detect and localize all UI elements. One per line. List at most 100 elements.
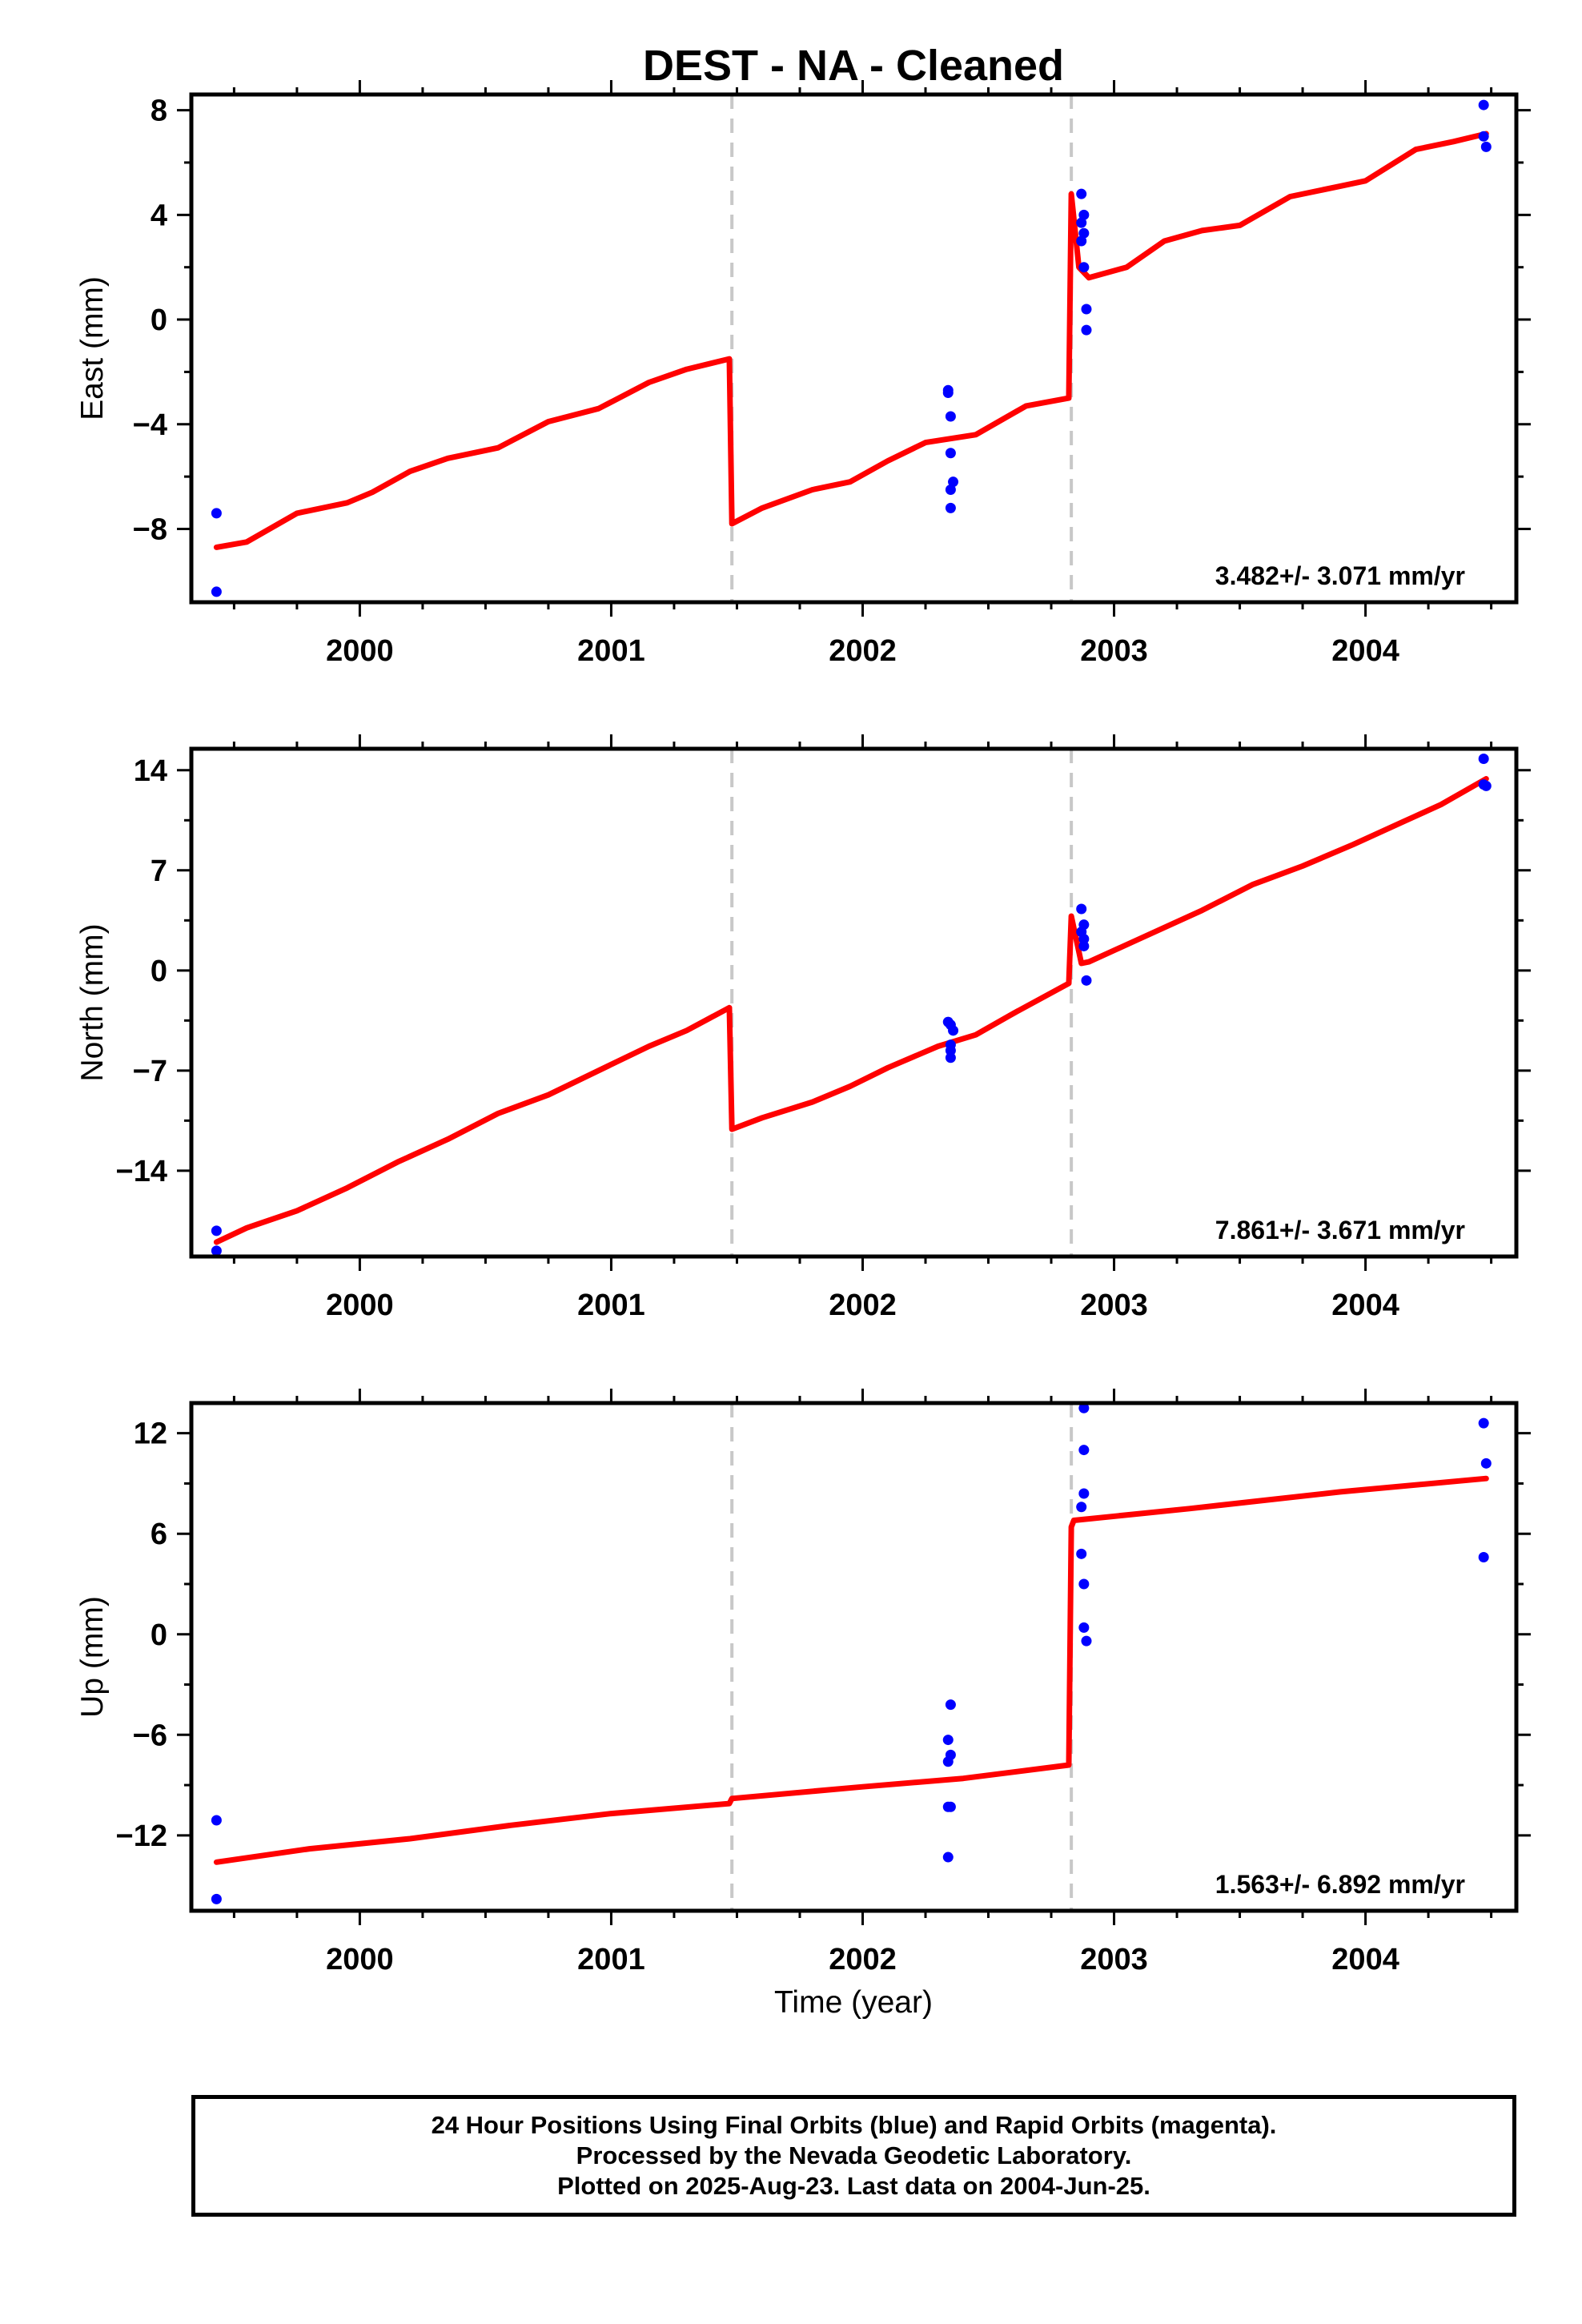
north-data-point — [1078, 934, 1090, 945]
east-data-point — [211, 586, 222, 597]
up-data-point — [1078, 1445, 1090, 1456]
east-data-point — [945, 502, 956, 513]
east-plot-frame — [189, 92, 1519, 605]
up-data-point — [1078, 1402, 1090, 1413]
up-data-point — [942, 1801, 954, 1812]
x-axis-label: Time (year) — [774, 1985, 933, 2020]
north-data-point — [945, 1052, 956, 1063]
up-y-tick-label: −12 — [116, 1819, 167, 1853]
up-x-tick-label: 2004 — [1331, 1943, 1399, 1976]
north-y-tick-label: −7 — [133, 1055, 167, 1088]
north-y-tick-label: 0 — [151, 955, 167, 988]
east-x-tick-label: 2000 — [326, 634, 394, 668]
east-data-point — [1076, 188, 1087, 199]
up-y-axis-label: Up (mm) — [75, 1596, 110, 1718]
north-plot-frame — [189, 746, 1519, 1259]
north-data-point — [211, 1245, 222, 1256]
up-x-tick-label: 2000 — [326, 1943, 394, 1976]
north-data-point — [948, 1025, 959, 1036]
east-x-tick-label: 2002 — [829, 634, 897, 668]
north-data-point — [1081, 975, 1092, 986]
east-data-point — [1081, 304, 1092, 315]
up-data-point — [942, 1852, 954, 1863]
east-y-tick-label: 8 — [151, 94, 167, 128]
up-data-point — [1480, 1458, 1492, 1469]
north-y-axis-label: North (mm) — [75, 923, 110, 1081]
north-data-point — [1478, 754, 1489, 765]
east-data-point — [1478, 99, 1489, 111]
up-data-point — [1078, 1622, 1090, 1633]
east-rate-label: 3.482+/- 3.071 mm/yr — [1215, 561, 1465, 590]
up-data-point — [1078, 1488, 1090, 1499]
east-x-tick-label: 2004 — [1331, 634, 1399, 668]
north-x-tick-label: 2004 — [1331, 1289, 1399, 1322]
up-y-tick-label: −6 — [133, 1719, 167, 1752]
north-data-point — [211, 1225, 222, 1236]
up-panel: 2000 2001 2002 2003 2004 12 6 0 −6 −12 Up (mm) 1.56… — [75, 1389, 1531, 1976]
north-y-tick-label: 7 — [151, 854, 167, 888]
east-data-point — [1480, 141, 1492, 152]
east-y-tick-label: −4 — [133, 408, 167, 442]
footer-box: 24 Hour Positions Using Final Orbits (bl… — [191, 2095, 1516, 2217]
east-data-point — [1078, 227, 1090, 239]
east-panel: 2000 2001 2002 2003 2004 8 4 0 −4 −8 East (mm) 3.48… — [75, 80, 1531, 668]
east-data-point — [1076, 235, 1087, 247]
east-data-point — [1078, 209, 1090, 220]
up-data-point — [1076, 1548, 1087, 1559]
up-x-tick-label: 2002 — [829, 1943, 897, 1976]
up-data-point — [1078, 1578, 1090, 1590]
east-data-point — [1078, 262, 1090, 273]
north-y-tick-label: −14 — [116, 1155, 167, 1188]
up-data-point — [211, 1893, 222, 1904]
up-model-line — [213, 1475, 1489, 1865]
east-y-tick-label: 0 — [151, 304, 167, 337]
north-x-tick-label: 2000 — [326, 1289, 394, 1322]
east-data-point — [945, 484, 956, 495]
east-model-line — [213, 131, 1489, 550]
east-data-point — [1081, 324, 1092, 336]
east-data-point — [211, 508, 222, 519]
east-data-point — [948, 476, 959, 488]
east-data-point — [1478, 131, 1489, 142]
up-plot-frame — [189, 1401, 1519, 1913]
figure-title: DEST - NA - Cleaned — [643, 42, 1064, 90]
up-data-point — [1076, 1502, 1087, 1513]
footer-line-2: Processed by the Nevada Geodetic Laborat… — [576, 2141, 1132, 2169]
north-x-tick-label: 2002 — [829, 1289, 897, 1322]
north-data-point — [1480, 780, 1492, 791]
up-data-point — [211, 1815, 222, 1826]
east-data-point — [1076, 217, 1087, 228]
north-data-point — [1076, 903, 1087, 915]
north-model-line — [213, 776, 1489, 1245]
east-data-point — [945, 448, 956, 459]
up-x-tick-label: 2001 — [577, 1943, 645, 1976]
north-data-point — [945, 1045, 956, 1056]
north-data-point — [1078, 940, 1090, 951]
up-data-point — [942, 1735, 954, 1746]
east-data-point — [945, 411, 956, 422]
north-y-tick-label: 14 — [134, 754, 167, 788]
up-data-point — [1478, 1552, 1489, 1563]
east-y-tick-label: −8 — [133, 513, 167, 546]
up-y-tick-label: 0 — [151, 1618, 167, 1652]
up-rate-label: 1.563+/- 6.892 mm/yr — [1215, 1870, 1465, 1899]
north-rate-label: 7.861+/- 3.671 mm/yr — [1215, 1216, 1465, 1244]
up-data-point — [942, 1756, 954, 1767]
up-y-tick-label: 6 — [151, 1518, 167, 1551]
east-data-point — [942, 388, 954, 399]
footer-line-1: 24 Hour Positions Using Final Orbits (bl… — [431, 2111, 1277, 2139]
footer-line-3: Plotted on 2025-Aug-23. Last data on 200… — [557, 2172, 1150, 2200]
north-panel: 2000 2001 2002 2003 2004 14 7 0 −7 −14 North (mm) 7… — [75, 734, 1531, 1322]
north-x-tick-label: 2003 — [1080, 1289, 1148, 1322]
up-data-point — [1081, 1635, 1092, 1647]
north-x-tick-label: 2001 — [577, 1289, 645, 1322]
east-x-tick-label: 2001 — [577, 634, 645, 668]
east-x-tick-label: 2003 — [1080, 634, 1148, 668]
east-y-axis-label: East (mm) — [75, 276, 110, 420]
up-data-point — [945, 1699, 956, 1711]
up-y-tick-label: 12 — [134, 1417, 167, 1451]
up-data-point — [1478, 1417, 1489, 1429]
east-y-tick-label: 4 — [151, 199, 167, 232]
up-x-tick-label: 2003 — [1080, 1943, 1148, 1976]
